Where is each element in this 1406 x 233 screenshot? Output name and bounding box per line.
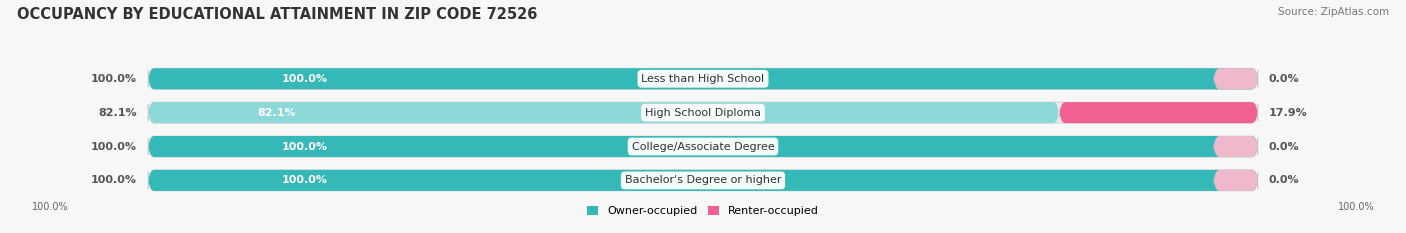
Text: 100.0%: 100.0% [281, 141, 328, 151]
Text: 100.0%: 100.0% [281, 175, 328, 185]
Text: Source: ZipAtlas.com: Source: ZipAtlas.com [1278, 7, 1389, 17]
FancyBboxPatch shape [1213, 68, 1258, 89]
FancyBboxPatch shape [148, 102, 1059, 123]
Text: OCCUPANCY BY EDUCATIONAL ATTAINMENT IN ZIP CODE 72526: OCCUPANCY BY EDUCATIONAL ATTAINMENT IN Z… [17, 7, 537, 22]
Text: 100.0%: 100.0% [91, 175, 136, 185]
FancyBboxPatch shape [1213, 136, 1258, 157]
FancyBboxPatch shape [148, 68, 1258, 89]
FancyBboxPatch shape [149, 69, 1257, 89]
FancyBboxPatch shape [149, 171, 1257, 190]
FancyBboxPatch shape [148, 136, 1258, 157]
Text: 100.0%: 100.0% [91, 141, 136, 151]
Text: 82.1%: 82.1% [257, 108, 297, 118]
Text: High School Diploma: High School Diploma [645, 108, 761, 118]
FancyBboxPatch shape [148, 170, 1258, 191]
Text: 100.0%: 100.0% [91, 74, 136, 84]
FancyBboxPatch shape [149, 103, 1257, 123]
Text: Less than High School: Less than High School [641, 74, 765, 84]
FancyBboxPatch shape [148, 68, 1258, 89]
Text: Bachelor's Degree or higher: Bachelor's Degree or higher [624, 175, 782, 185]
Text: 0.0%: 0.0% [1270, 141, 1299, 151]
Text: 17.9%: 17.9% [1270, 108, 1308, 118]
FancyBboxPatch shape [148, 136, 1258, 157]
Text: 82.1%: 82.1% [98, 108, 136, 118]
Text: 0.0%: 0.0% [1270, 175, 1299, 185]
Text: College/Associate Degree: College/Associate Degree [631, 141, 775, 151]
FancyBboxPatch shape [148, 102, 1258, 123]
Text: 100.0%: 100.0% [1337, 202, 1374, 212]
Text: 100.0%: 100.0% [32, 202, 69, 212]
FancyBboxPatch shape [1213, 170, 1258, 191]
Legend: Owner-occupied, Renter-occupied: Owner-occupied, Renter-occupied [586, 206, 820, 216]
FancyBboxPatch shape [149, 137, 1257, 156]
Text: 100.0%: 100.0% [281, 74, 328, 84]
FancyBboxPatch shape [1059, 102, 1258, 123]
Text: 0.0%: 0.0% [1270, 74, 1299, 84]
FancyBboxPatch shape [148, 170, 1258, 191]
